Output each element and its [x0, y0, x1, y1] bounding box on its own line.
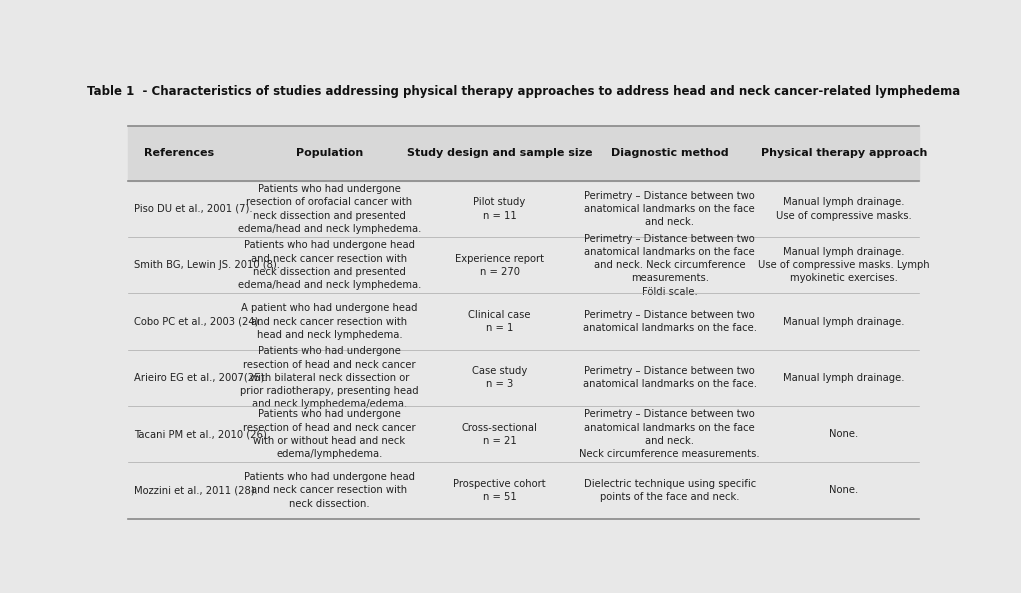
- Text: Mozzini et al., 2011 (28).: Mozzini et al., 2011 (28).: [134, 486, 258, 496]
- Text: Perimetry – Distance between two
anatomical landmarks on the face.: Perimetry – Distance between two anatomi…: [583, 310, 757, 333]
- Text: Patients who had undergone
resection of head and neck cancer
with or without hea: Patients who had undergone resection of …: [243, 409, 416, 459]
- Text: Experience report
n = 270: Experience report n = 270: [455, 254, 544, 277]
- Text: A patient who had undergone head
and neck cancer resection with
head and neck ly: A patient who had undergone head and nec…: [241, 304, 418, 340]
- Text: Prospective cohort
n = 51: Prospective cohort n = 51: [453, 479, 546, 502]
- Text: Manual lymph drainage.: Manual lymph drainage.: [783, 373, 905, 383]
- Text: Patients who had undergone head
and neck cancer resection with
neck dissection a: Patients who had undergone head and neck…: [238, 240, 421, 290]
- Text: Perimetry – Distance between two
anatomical landmarks on the face
and neck.: Perimetry – Distance between two anatomi…: [584, 191, 755, 227]
- Text: Perimetry – Distance between two
anatomical landmarks on the face.: Perimetry – Distance between two anatomi…: [583, 366, 757, 390]
- Text: None.: None.: [829, 429, 859, 439]
- Text: Patients who had undergone
resection of head and neck cancer
with bilateral neck: Patients who had undergone resection of …: [240, 346, 419, 409]
- Text: Tacani PM et al., 2010 (26).: Tacani PM et al., 2010 (26).: [134, 429, 270, 439]
- Text: Perimetry – Distance between two
anatomical landmarks on the face
and neck.
Neck: Perimetry – Distance between two anatomi…: [579, 409, 760, 459]
- Text: Patients who had undergone
resection of orofacial cancer with
neck dissection an: Patients who had undergone resection of …: [238, 184, 421, 234]
- Text: Physical therapy approach: Physical therapy approach: [761, 148, 927, 158]
- Text: Manual lymph drainage.
Use of compressive masks.: Manual lymph drainage. Use of compressiv…: [776, 197, 912, 221]
- Text: Table 1  - Characteristics of studies addressing physical therapy approaches to : Table 1 - Characteristics of studies add…: [87, 85, 960, 98]
- Text: Cobo PC et al., 2003 (24).: Cobo PC et al., 2003 (24).: [134, 317, 261, 327]
- Text: Manual lymph drainage.
Use of compressive masks. Lymph
myokinetic exercises.: Manual lymph drainage. Use of compressiv…: [758, 247, 929, 283]
- Text: Dielectric technique using specific
points of the face and neck.: Dielectric technique using specific poin…: [584, 479, 756, 502]
- Text: Case study
n = 3: Case study n = 3: [472, 366, 527, 390]
- Text: Piso DU et al., 2001 (7).: Piso DU et al., 2001 (7).: [134, 204, 252, 214]
- Text: Smith BG, Lewin JS. 2010 (8).: Smith BG, Lewin JS. 2010 (8).: [134, 260, 280, 270]
- Text: Arieiro EG et al., 2007(25).: Arieiro EG et al., 2007(25).: [134, 373, 268, 383]
- Text: Manual lymph drainage.: Manual lymph drainage.: [783, 317, 905, 327]
- Text: None.: None.: [829, 486, 859, 496]
- Text: Population: Population: [296, 148, 363, 158]
- Text: Study design and sample size: Study design and sample size: [406, 148, 592, 158]
- Text: Patients who had undergone head
and neck cancer resection with
neck dissection.: Patients who had undergone head and neck…: [244, 472, 415, 509]
- Text: Clinical case
n = 1: Clinical case n = 1: [469, 310, 531, 333]
- Text: Diagnostic method: Diagnostic method: [611, 148, 728, 158]
- Text: Pilot study
n = 11: Pilot study n = 11: [474, 197, 526, 221]
- Text: Perimetry – Distance between two
anatomical landmarks on the face
and neck. Neck: Perimetry – Distance between two anatomi…: [584, 234, 755, 296]
- Bar: [128, 126, 919, 181]
- Text: References: References: [144, 148, 214, 158]
- Text: Cross-sectional
n = 21: Cross-sectional n = 21: [461, 423, 537, 446]
